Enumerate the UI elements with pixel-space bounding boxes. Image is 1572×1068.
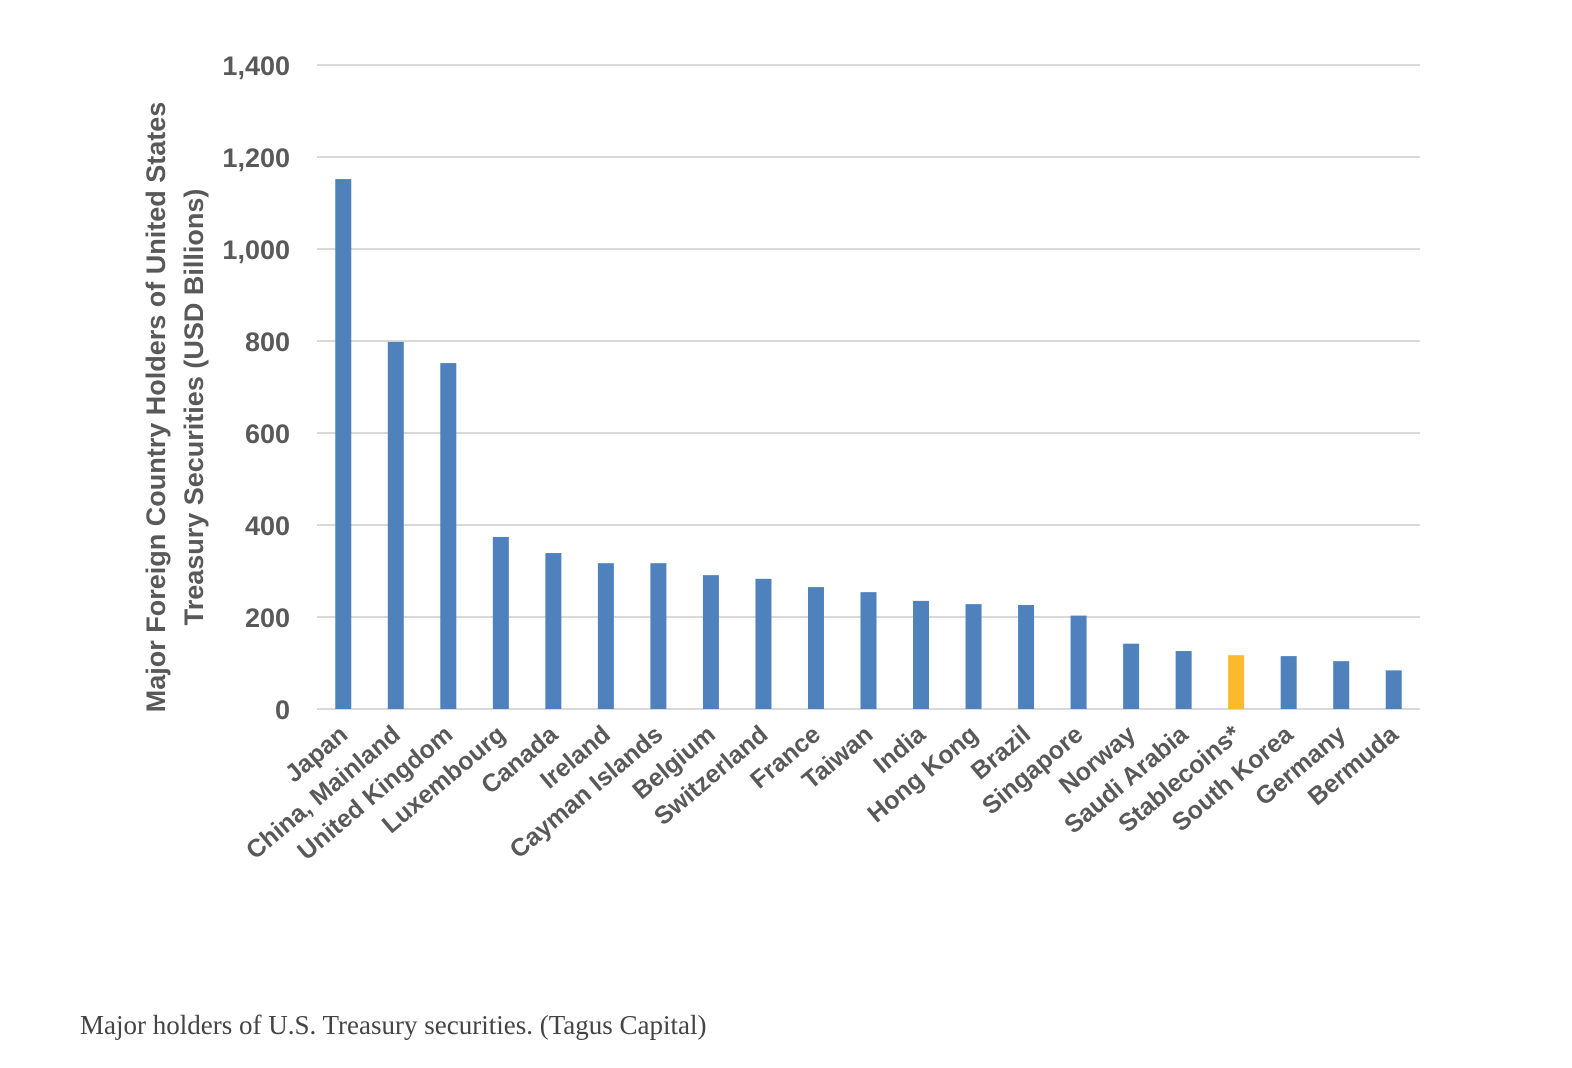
bar-india (913, 600, 930, 709)
bar-united-kingdom (440, 363, 457, 709)
y-tick-label: 200 (245, 603, 290, 633)
bar-saudi-arabia (1175, 651, 1192, 709)
bar-bermuda (1385, 670, 1402, 709)
bar-singapore (1070, 615, 1087, 709)
bar-cayman-islands (650, 563, 667, 709)
y-tick-label: 800 (245, 327, 290, 357)
y-tick-label: 1,000 (222, 235, 290, 265)
bar-belgium (702, 575, 719, 709)
bar-china-mainland (387, 341, 404, 709)
bar-hong-kong (965, 604, 982, 709)
y-tick-label: 0 (275, 695, 290, 725)
y-axis-label: Treasury Securities (USD Billions) (179, 189, 209, 626)
bar-stablecoins- (1228, 655, 1245, 709)
y-tick-label: 600 (245, 419, 290, 449)
y-tick-label: 1,400 (222, 51, 290, 81)
bar-france (807, 587, 824, 709)
bar-switzerland (755, 578, 772, 709)
bar-germany (1333, 661, 1350, 709)
y-tick-label: 1,200 (222, 143, 290, 173)
bar-brazil (1018, 605, 1035, 709)
bar-canada (545, 553, 562, 709)
figure-caption: Major holders of U.S. Treasury securitie… (80, 1010, 707, 1040)
bar-south-korea (1280, 656, 1297, 709)
bar-chart: 02004006008001,0001,2001,400JapanChina, … (141, 51, 1420, 866)
bar-luxembourg (492, 536, 509, 709)
y-tick-label: 400 (245, 511, 290, 541)
y-axis-label: Major Foreign Country Holders of United … (141, 102, 171, 713)
bar-norway (1123, 643, 1140, 709)
bar-ireland (597, 563, 614, 709)
bar-taiwan (860, 592, 877, 709)
bar-japan (335, 179, 352, 709)
